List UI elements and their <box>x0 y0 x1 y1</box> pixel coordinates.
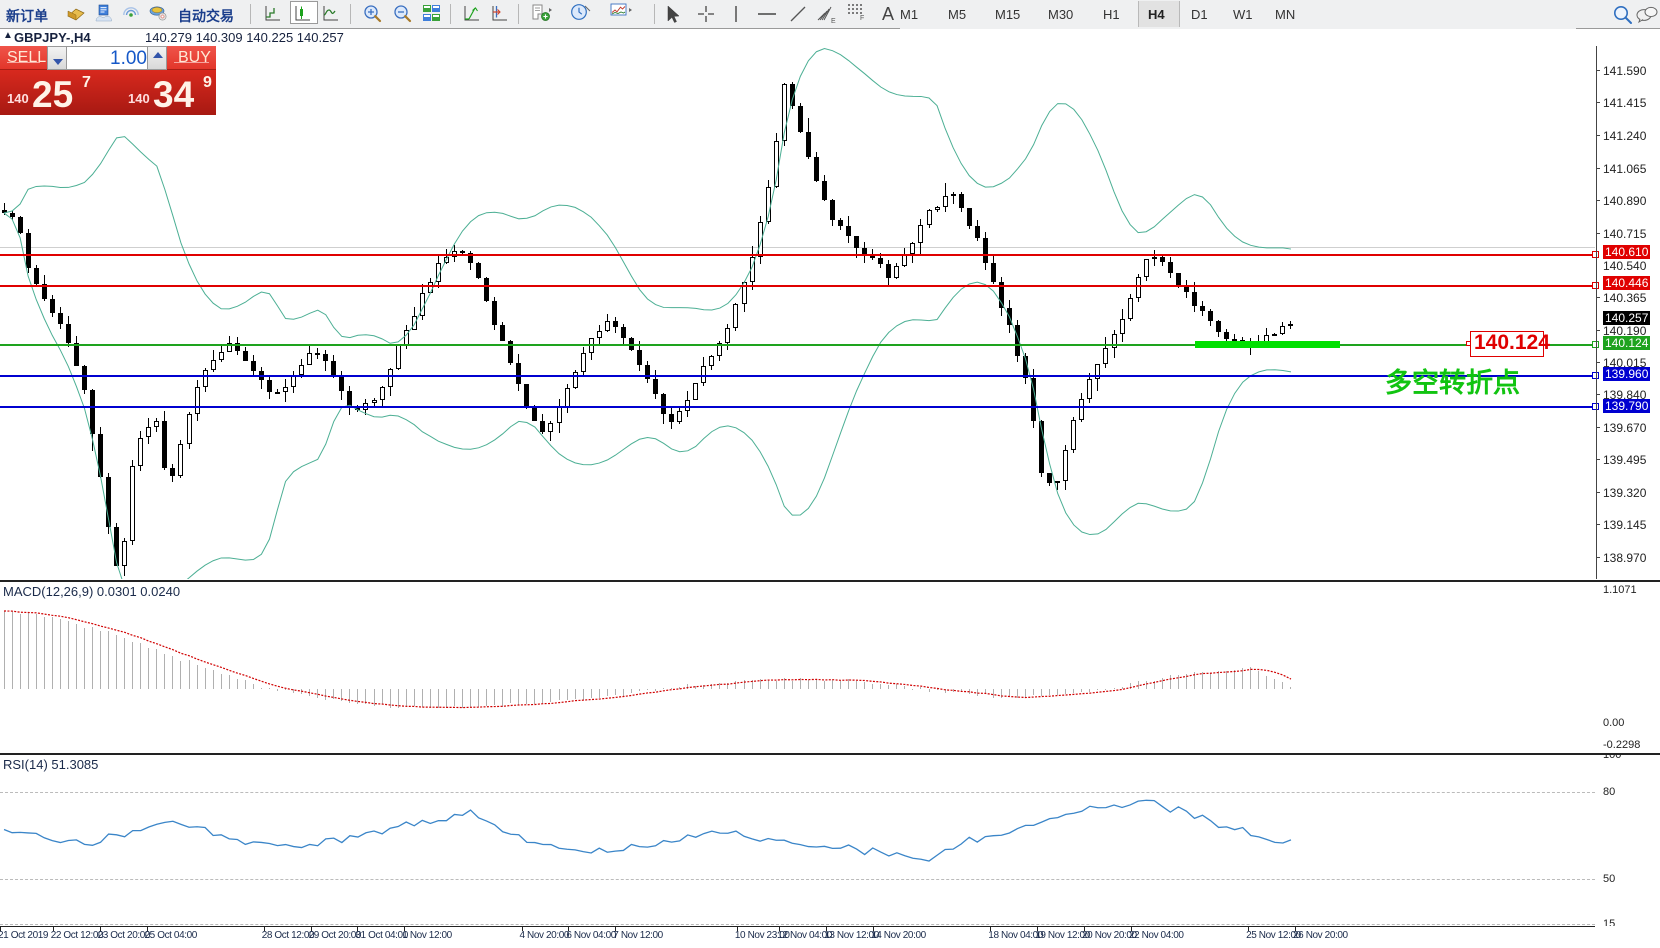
svg-text:E: E <box>831 18 836 25</box>
svg-text:F: F <box>860 15 864 20</box>
